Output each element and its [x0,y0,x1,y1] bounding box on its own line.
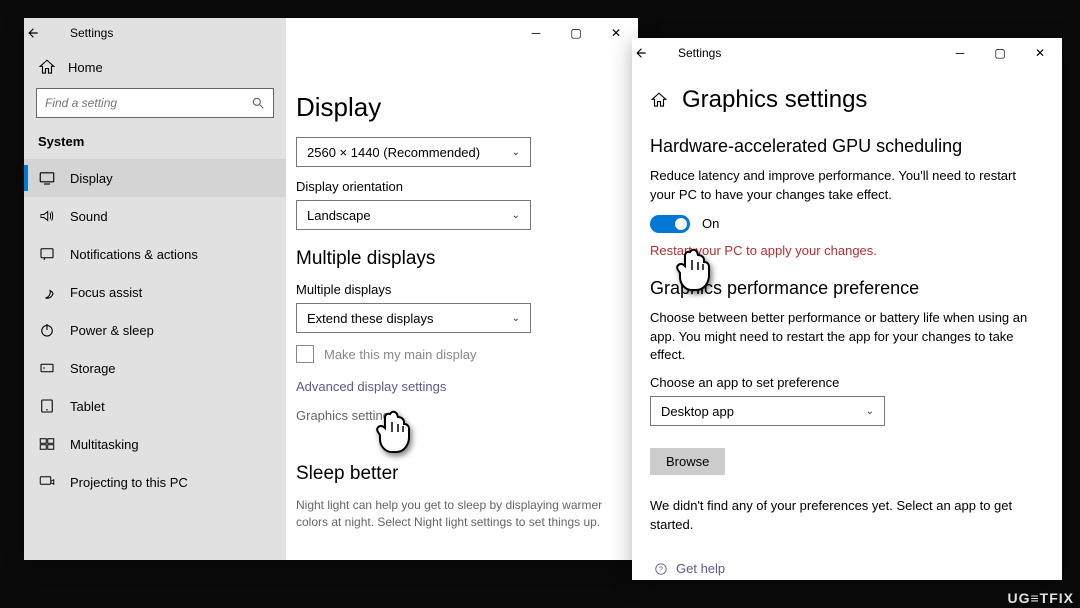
empty-message: We didn't find any of your preferences y… [650,497,1034,535]
chevron-down-icon: ⌄ [512,313,520,324]
maximize-button[interactable]: ▢ [980,46,1020,60]
sidebar-item-label: Multitasking [70,437,139,452]
multi-displays-dropdown[interactable]: Extend these displays ⌄ [296,303,531,333]
graphics-content: Graphics settings Hardware-accelerated G… [632,68,1062,545]
app-type-value: Desktop app [661,404,734,419]
get-help-label: Get help [676,561,725,576]
chevron-down-icon: ⌄ [866,406,874,417]
orientation-dropdown[interactable]: Landscape ⌄ [296,200,531,230]
storage-icon [38,359,56,377]
sidebar-nav: Display Sound Notifications & actions Fo… [24,159,286,501]
power-icon [38,321,56,339]
maximize-button[interactable]: ▢ [556,26,596,40]
chevron-down-icon: ⌄ [512,210,520,221]
sidebar-item-storage[interactable]: Storage [24,349,286,387]
sidebar-item-sound[interactable]: Sound [24,197,286,235]
search-icon [251,96,265,110]
home-label: Home [68,60,103,75]
notifications-icon [38,245,56,263]
home-nav[interactable]: Home [24,48,286,88]
settings-sidebar: Settings Home System Display [24,18,286,560]
sidebar-item-projecting[interactable]: Projecting to this PC [24,463,286,501]
app-title: Settings [674,46,940,60]
sidebar-item-display[interactable]: Display [24,159,286,197]
checkbox-icon [296,345,314,363]
category-heading: System [24,128,286,159]
sidebar-item-label: Power & sleep [70,323,154,338]
help-icon: ? [654,562,668,576]
resolution-dropdown[interactable]: 2560 × 1440 (Recommended) ⌄ [296,137,531,167]
close-button[interactable]: ✕ [596,26,636,40]
sidebar-item-label: Tablet [70,399,105,414]
browse-button[interactable]: Browse [650,448,725,475]
main-display-checkbox[interactable]: Make this my main display [296,345,610,363]
advanced-display-link[interactable]: Advanced display settings [296,379,610,394]
main-display-label: Make this my main display [324,347,476,362]
back-button[interactable] [634,46,674,60]
home-icon [38,58,56,76]
sidebar-item-label: Storage [70,361,116,376]
page-title: Display [296,92,610,123]
svg-text:?: ? [659,566,663,573]
back-button[interactable] [26,26,66,40]
focus-icon [38,283,56,301]
home-icon [650,91,668,109]
gpu-toggle[interactable] [650,215,690,233]
gpu-heading: Hardware-accelerated GPU scheduling [650,136,1034,157]
title-bar-left: Settings [24,18,286,48]
perf-description: Choose between better performance or bat… [650,309,1034,366]
app-type-dropdown[interactable]: Desktop app ⌄ [650,396,885,426]
multi-displays-value: Extend these displays [307,311,433,326]
chevron-down-icon: ⌄ [512,147,520,158]
watermark: UG≡TFIX [1008,590,1075,606]
sidebar-item-label: Projecting to this PC [70,475,188,490]
resolution-value: 2560 × 1440 (Recommended) [307,145,480,160]
sidebar-item-power[interactable]: Power & sleep [24,311,286,349]
settings-graphics-window: Settings ─ ▢ ✕ Graphics settings Hardwar… [632,38,1062,580]
sidebar-item-label: Focus assist [70,285,142,300]
display-icon [38,169,56,187]
tablet-icon [38,397,56,415]
title-bar-right: ─ ▢ ✕ [286,18,638,48]
display-content: ─ ▢ ✕ Display 2560 × 1440 (Recommended) … [286,18,638,560]
orientation-label: Display orientation [296,179,610,194]
sidebar-item-label: Notifications & actions [70,247,198,262]
search-input[interactable] [45,96,251,110]
sidebar-item-multitasking[interactable]: Multitasking [24,425,286,463]
cursor-pointer-icon [376,410,418,458]
multi-displays-heading: Multiple displays [296,248,610,270]
project-icon [38,473,56,491]
sidebar-item-label: Sound [70,209,108,224]
sidebar-item-notifications[interactable]: Notifications & actions [24,235,286,273]
sleep-body: Night light can help you get to sleep by… [296,497,610,531]
get-help-link[interactable]: ? Get help [654,561,725,576]
multi-displays-label: Multiple displays [296,282,610,297]
sound-icon [38,207,56,225]
sidebar-item-tablet[interactable]: Tablet [24,387,286,425]
close-button[interactable]: ✕ [1020,46,1060,60]
gpu-toggle-state: On [702,216,719,231]
app-type-label: Choose an app to set preference [650,375,1034,390]
minimize-button[interactable]: ─ [516,26,556,40]
multitask-icon [38,435,56,453]
orientation-value: Landscape [307,208,371,223]
cursor-pointer-icon [676,248,718,296]
title-bar: Settings ─ ▢ ✕ [632,38,1062,68]
gpu-description: Reduce latency and improve performance. … [650,167,1034,205]
minimize-button[interactable]: ─ [940,46,980,60]
search-input-wrap[interactable] [36,88,274,118]
sleep-heading: Sleep better [296,463,610,485]
sidebar-item-focus[interactable]: Focus assist [24,273,286,311]
sidebar-item-label: Display [70,171,113,186]
settings-display-window: Settings Home System Display [24,18,638,560]
page-title: Graphics settings [682,86,867,114]
graphics-settings-link[interactable]: Graphics settings [296,408,610,423]
app-title: Settings [66,26,284,40]
